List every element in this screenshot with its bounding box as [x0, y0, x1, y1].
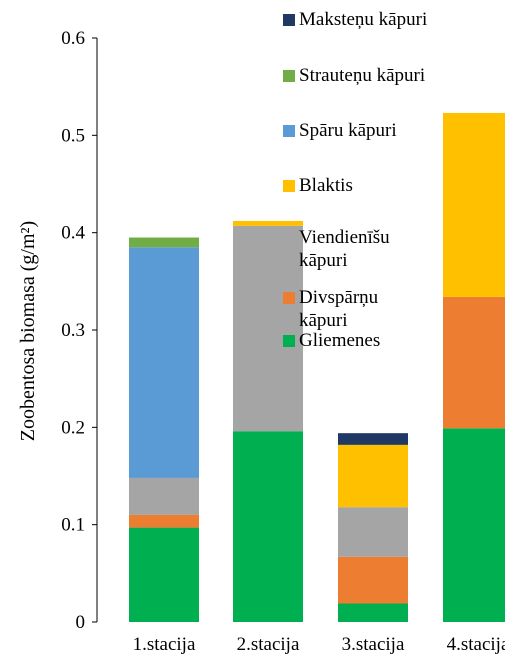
y-tick-label: 0.2 [61, 417, 85, 438]
x-tick-label: 4.stacija [447, 634, 505, 655]
legend-swatch [283, 125, 295, 137]
legend-item: Gliemenes [283, 329, 380, 352]
bar-segment [233, 220, 303, 226]
legend-item: Strauteņu kāpuri [283, 64, 425, 87]
legend-label: Viendienīšu kāpuri [299, 227, 390, 271]
legend-label: Gliemenes [299, 330, 381, 351]
x-tick-label: 1.stacija [133, 634, 196, 655]
bar-segment [443, 428, 505, 622]
y-tick-label: 0.1 [61, 515, 85, 536]
bar-segment [338, 507, 408, 557]
x-tick-label: 2.stacija [237, 634, 300, 655]
legend-item: Maksteņu kāpuri [283, 8, 427, 31]
legend-item: Blaktis [283, 174, 353, 197]
legend-label: Maksteņu kāpuri [299, 9, 428, 30]
y-axis-title: Zoobentosa biomasa (g/m²) [17, 221, 39, 441]
legend-swatch [283, 335, 295, 347]
bar-segment [129, 477, 199, 515]
legend-label: Divspārņu kāpuri [299, 287, 379, 331]
bar-segment [443, 112, 505, 297]
legend-swatch [283, 292, 295, 304]
legend-item: Spāru kāpuri [283, 119, 397, 142]
legend-label: Blaktis [299, 175, 353, 196]
y-tick-label: 0.6 [61, 28, 85, 49]
legend-item: Divspārņu kāpuri [283, 286, 419, 332]
y-tick-label: 0.3 [61, 320, 85, 341]
bar-segment [233, 225, 303, 432]
legend-swatch [283, 14, 295, 26]
bar-segment [129, 237, 199, 248]
bar-segment [129, 527, 199, 622]
bar-segment [233, 431, 303, 622]
bar-segment [129, 247, 199, 478]
bar-segment [338, 556, 408, 604]
bar-segment [443, 296, 505, 429]
y-tick-label: 0.5 [61, 125, 85, 146]
y-tick-label: 0 [76, 612, 86, 633]
bar-segment [338, 444, 408, 508]
legend-label: Strauteņu kāpuri [299, 65, 426, 86]
legend-label: Spāru kāpuri [299, 120, 397, 141]
legend-swatch [283, 232, 295, 244]
axes [92, 37, 98, 623]
legend-swatch [283, 180, 295, 192]
bar-segment [338, 433, 408, 445]
bar-segment [338, 603, 408, 622]
bar-segment [129, 514, 199, 528]
y-tick-label: 0.4 [61, 223, 85, 244]
x-tick-label: 3.stacija [342, 634, 405, 655]
legend-item: Viendienīšu kāpuri [283, 226, 419, 272]
tick-labels: 0 0.1 0.2 0.3 0.4 0.5 0.6 1.stacija 2.stacija 3.s… [61, 28, 505, 655]
legend-swatch [283, 70, 295, 82]
bars [129, 112, 505, 622]
